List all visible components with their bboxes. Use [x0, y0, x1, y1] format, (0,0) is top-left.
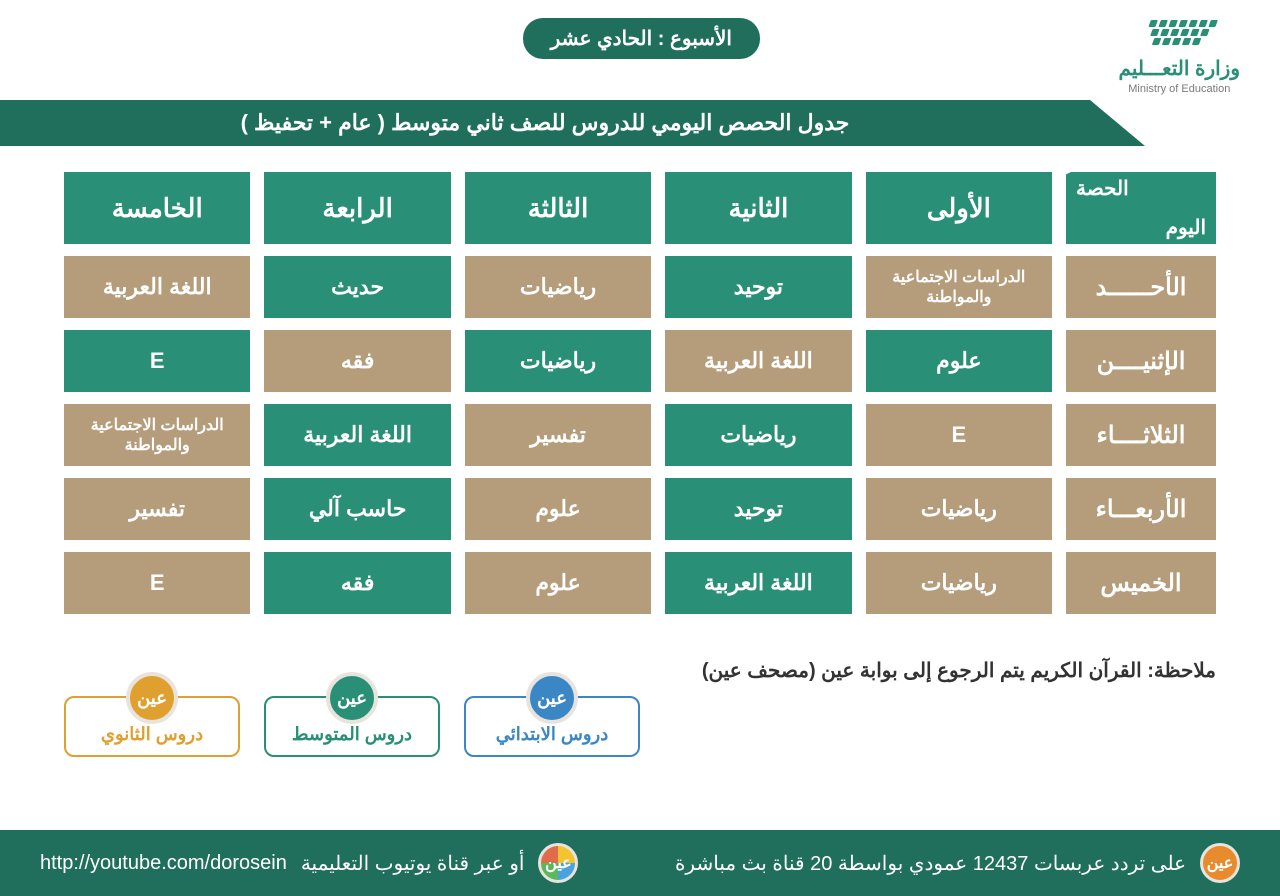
subject-cell: اللغة العربية — [665, 330, 851, 392]
subject-cell: الدراسات الاجتماعية والمواطنة — [866, 256, 1052, 318]
ministry-logo: وزارة التعـــليم Ministry of Education — [1119, 12, 1240, 95]
footer-youtube-link[interactable]: http://youtube.com/dorosein — [40, 852, 287, 875]
ain-badge-icon: عين — [1200, 843, 1240, 883]
channel-label: دروس الثانوي — [66, 724, 238, 745]
period-header: الخامسة — [64, 172, 250, 244]
subject-cell: علوم — [465, 552, 651, 614]
day-header: الخميس — [1066, 552, 1216, 614]
subject-cell: الدراسات الاجتماعية والمواطنة — [64, 404, 250, 466]
corner-bottom-label: اليوم — [1166, 215, 1206, 240]
channel-badge-icon: عين — [526, 672, 578, 724]
subject-cell: حاسب آلي — [264, 478, 450, 540]
subject-cell: رياضيات — [465, 256, 651, 318]
channel-cards: عيندروس الابتدائي عيندروس المتوسط عيندروس … — [64, 696, 640, 757]
channel-card[interactable]: عيندروس الثانوي — [64, 696, 240, 757]
subject-cell: رياضيات — [665, 404, 851, 466]
channel-card[interactable]: عيندروس الابتدائي — [464, 696, 640, 757]
subject-cell: رياضيات — [866, 552, 1052, 614]
period-header: الأولى — [866, 172, 1052, 244]
period-header: الثانية — [665, 172, 851, 244]
subject-cell: توحيد — [665, 256, 851, 318]
channel-label: دروس الابتدائي — [466, 724, 638, 745]
channel-card[interactable]: عيندروس المتوسط — [264, 696, 440, 757]
subject-cell: رياضيات — [465, 330, 651, 392]
channel-label: دروس المتوسط — [266, 724, 438, 745]
subject-cell: تفسير — [465, 404, 651, 466]
subject-cell: اللغة العربية — [264, 404, 450, 466]
day-header: الأربعـــاء — [1066, 478, 1216, 540]
channel-badge-icon: عين — [126, 672, 178, 724]
subject-cell: E — [64, 330, 250, 392]
footer-frequency-text: على تردد عربسات 12437 عمودي بواسطة 20 قن… — [675, 851, 1186, 876]
schedule-title-bar: جدول الحصص اليومي للدروس للصف ثاني متوسط… — [0, 100, 1090, 146]
schedule-table: الحصةاليومالأولىالثانيةالثالثةالرابعةالخ… — [64, 172, 1216, 614]
ain-multi-icon: عين — [538, 843, 578, 883]
subject-cell: تفسير — [64, 478, 250, 540]
day-header: الأحــــــد — [1066, 256, 1216, 318]
subject-cell: حديث — [264, 256, 450, 318]
footer-youtube-text: أو عبر قناة يوتيوب التعليمية — [301, 851, 525, 876]
corner-top-label: الحصة — [1076, 176, 1129, 201]
subject-cell: فقه — [264, 330, 450, 392]
week-badge: الأسبوع : الحادي عشر — [523, 18, 760, 59]
subject-cell: رياضيات — [866, 478, 1052, 540]
channel-badge-icon: عين — [326, 672, 378, 724]
logo-mark-icon — [1139, 20, 1219, 47]
subject-cell: E — [866, 404, 1052, 466]
logo-title-ar: وزارة التعـــليم — [1119, 56, 1240, 81]
subject-cell: E — [64, 552, 250, 614]
subject-cell: علوم — [866, 330, 1052, 392]
footer-left: عين أو عبر قناة يوتيوب التعليمية http://… — [40, 843, 578, 883]
period-header: الرابعة — [264, 172, 450, 244]
subject-cell: فقه — [264, 552, 450, 614]
subject-cell: علوم — [465, 478, 651, 540]
day-header: الإثنيــــن — [1066, 330, 1216, 392]
table-corner-cell: الحصة اليوم — [1066, 172, 1216, 244]
footer-right: عين على تردد عربسات 12437 عمودي بواسطة 2… — [675, 843, 1240, 883]
subject-cell: اللغة العربية — [665, 552, 851, 614]
subject-cell: توحيد — [665, 478, 851, 540]
footnote: ملاحظة: القرآن الكريم يتم الرجوع إلى بوا… — [702, 658, 1216, 683]
period-header: الثالثة — [465, 172, 651, 244]
footer-bar: عين على تردد عربسات 12437 عمودي بواسطة 2… — [0, 830, 1280, 896]
logo-title-en: Ministry of Education — [1119, 83, 1240, 95]
day-header: الثلاثــــاء — [1066, 404, 1216, 466]
subject-cell: اللغة العربية — [64, 256, 250, 318]
